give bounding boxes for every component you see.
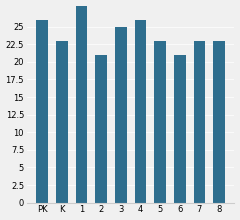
Bar — [115, 27, 127, 203]
Bar — [154, 41, 166, 203]
Bar — [56, 41, 68, 203]
Bar — [193, 41, 205, 203]
Bar — [36, 20, 48, 203]
Bar — [174, 55, 186, 203]
Bar — [135, 20, 146, 203]
Bar — [213, 41, 225, 203]
Bar — [76, 6, 87, 203]
Bar — [95, 55, 107, 203]
